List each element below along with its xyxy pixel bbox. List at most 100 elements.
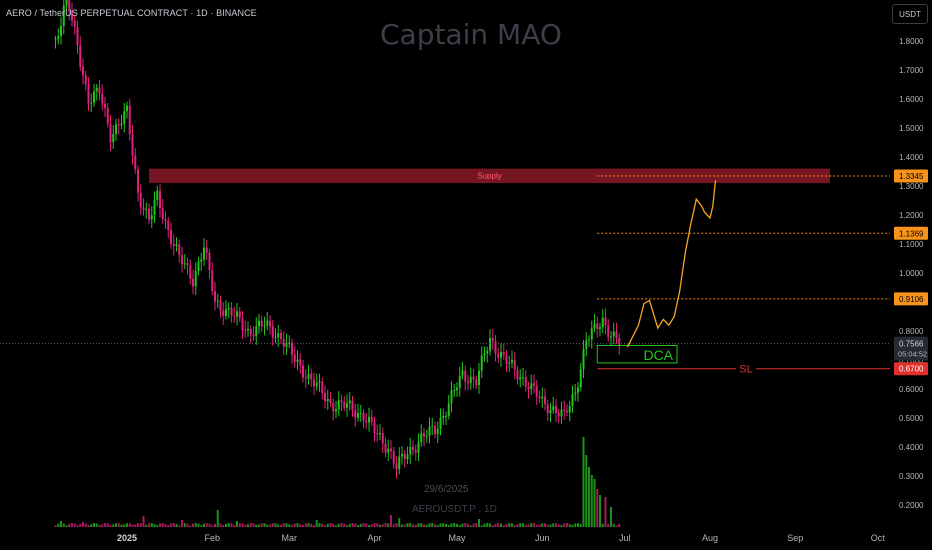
candle-body [560,409,563,417]
volume-bar [535,524,538,527]
volume-bar [390,515,392,527]
volume-bar [263,523,266,527]
candle [170,222,172,250]
candle-body [227,307,230,310]
volume-bar [304,523,307,527]
volume-bar [582,437,585,527]
candle-body [508,362,511,364]
candle-body [359,412,362,414]
candle-body [335,409,337,412]
volume-bar [293,523,296,527]
volume-bar [340,523,343,527]
candle-body [302,365,304,378]
candle-body [71,11,73,21]
candle-body [247,328,249,331]
candle-body [192,278,194,287]
candle-body [480,355,483,371]
volume-bar [546,524,549,527]
target-price-tag-bg [894,226,928,240]
candle-body [357,413,359,418]
volume-bar [381,524,384,527]
candle-body [555,406,557,413]
price-axis[interactable]: 1.8000 1.7000 1.6000 1.5000 1.4000 1.3000 1.20… [890,0,932,550]
candle [126,101,128,119]
volume-bar [337,523,340,527]
candle-body [403,453,406,460]
volume-bar [310,523,313,527]
candle-body [153,200,156,216]
candle [467,374,469,391]
volume-bar [197,523,200,527]
candle [167,216,170,239]
candle-body [145,208,148,210]
supply-zone [149,168,830,184]
candle [203,238,205,266]
stop-loss-price-tag-bg [894,362,928,376]
candle [593,314,596,333]
candle [456,382,458,397]
volume-bar [524,524,527,527]
candle-body [269,320,271,327]
candle-body [332,402,335,412]
candle-body [139,192,142,208]
candle-body [513,359,516,370]
volume-bar [541,523,544,527]
candle [472,368,475,389]
volume-bar [192,523,194,527]
candle [285,333,288,356]
candle [461,361,464,380]
candle-body [296,359,299,362]
candle-body [412,446,414,450]
volume-bar [590,475,593,527]
candle-body [467,381,469,384]
candle-body [365,420,368,423]
candle [337,391,340,417]
candle [555,398,557,422]
candle-body [288,342,291,344]
volume-bar [194,523,197,527]
volume-bar [604,497,607,527]
volume-bar [329,523,332,527]
volume-bar [414,524,417,527]
volume-bar [145,524,148,527]
candle-body [599,327,601,329]
volume-bar [577,523,579,527]
candle [403,449,406,468]
candle-body [618,338,621,346]
volume-bar [431,523,434,527]
candle [313,372,315,396]
candle [258,314,260,334]
candle [390,440,392,460]
candle [79,36,82,72]
candle-body [326,399,329,402]
candle-body [552,406,555,410]
candle [458,366,461,397]
volume-bar [109,524,112,527]
currency-button[interactable]: USDT [892,4,928,24]
candle [486,346,489,363]
candle [68,0,71,21]
volume-bar [549,524,552,527]
candle-body [123,111,126,124]
volume-bar [120,524,123,527]
candle-body [541,396,544,399]
volume-bar [106,523,109,527]
volume-bar [175,523,178,527]
volume-bar [332,523,335,527]
volume-bar [348,523,351,527]
candle-body [203,247,205,260]
volume-bar [128,523,131,527]
candle [508,355,511,372]
time-tick-label: 2025 [116,533,138,543]
candle-body [519,377,522,380]
volume-bar [183,523,186,527]
candle [335,400,337,419]
candle [101,84,104,111]
volume-bar [335,525,337,527]
candle-body [505,354,508,364]
candle [480,346,483,379]
volume-bar [211,525,214,527]
candle [192,269,194,295]
volume-bar [384,523,387,527]
